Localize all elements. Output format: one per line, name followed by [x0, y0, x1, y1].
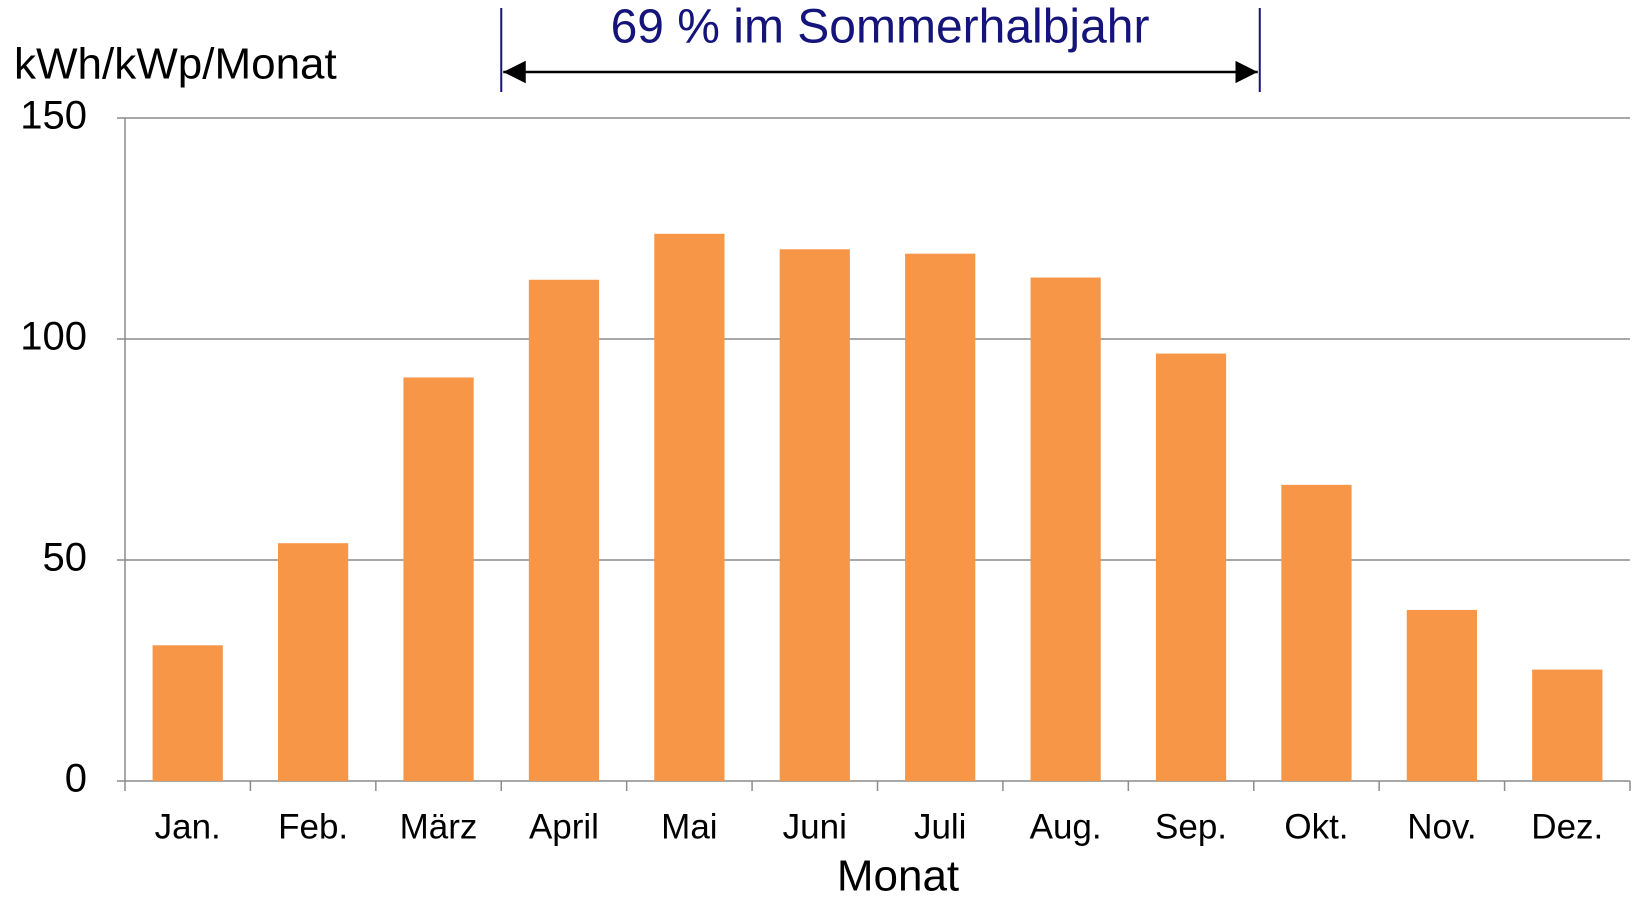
annotation: 69 % im Sommerhalbjahr	[611, 1, 1150, 54]
x-tick-label: Juni	[783, 807, 847, 846]
bar	[779, 249, 850, 782]
bar	[1281, 484, 1352, 781]
x-tick-label: Feb.	[278, 807, 348, 846]
y-axis-label: kWh/kWp/Monat	[14, 40, 337, 89]
y-tick-label: 50	[43, 536, 88, 580]
y-tick-label: 100	[20, 315, 87, 359]
bar	[528, 279, 600, 781]
x-tick-label: April	[529, 807, 599, 846]
y-tick-label: 0	[65, 757, 87, 801]
y-tick-label: 150	[20, 94, 87, 138]
x-axis-label: Monat	[837, 852, 959, 900]
x-tick-label: Nov.	[1407, 807, 1476, 846]
x-tick-label: Mai	[661, 807, 717, 846]
bar	[278, 543, 349, 781]
x-tick-label: Juli	[914, 807, 967, 846]
x-tick-label: Aug.	[1030, 807, 1102, 846]
x-tick-label: Jan.	[155, 807, 221, 846]
bar	[905, 253, 976, 782]
bar	[1406, 609, 1477, 781]
x-tick-label: Dez.	[1531, 807, 1603, 846]
bar	[152, 645, 223, 781]
bar	[654, 233, 725, 781]
x-tick-label: März	[400, 807, 478, 846]
bar	[403, 377, 474, 781]
x-tick-label: Okt.	[1284, 807, 1348, 846]
bar	[1030, 277, 1101, 781]
bar	[1532, 669, 1603, 781]
x-tick-label: Sep.	[1155, 807, 1227, 846]
bar	[1155, 353, 1227, 781]
